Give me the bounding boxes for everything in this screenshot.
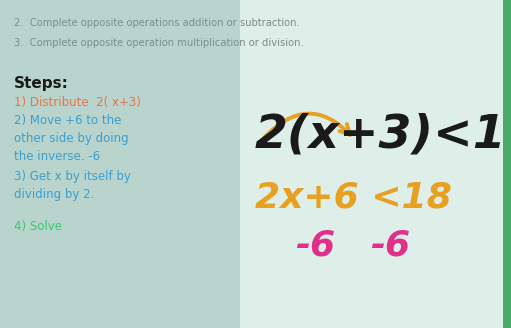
Text: 2.  Complete opposite operations addition or subtraction.: 2. Complete opposite operations addition… <box>14 18 300 28</box>
Bar <box>240 0 503 328</box>
Text: 1) Distribute  2( x+3): 1) Distribute 2( x+3) <box>14 96 141 109</box>
Text: 2x+6 <18: 2x+6 <18 <box>255 180 452 214</box>
Text: 4) Solve: 4) Solve <box>14 220 62 233</box>
Text: -6: -6 <box>295 228 335 262</box>
Bar <box>503 0 511 328</box>
Text: -6: -6 <box>370 228 410 262</box>
Text: 3.  Complete opposite operation multiplication or division.: 3. Complete opposite operation multiplic… <box>14 38 304 48</box>
Text: 3) Get x by itself by
dividing by 2.: 3) Get x by itself by dividing by 2. <box>14 170 131 201</box>
Text: 2(x+3)<18: 2(x+3)<18 <box>255 113 511 158</box>
Text: 2) Move +6 to the
other side by doing
the inverse. -6: 2) Move +6 to the other side by doing th… <box>14 114 129 163</box>
Text: Steps:: Steps: <box>14 76 69 91</box>
